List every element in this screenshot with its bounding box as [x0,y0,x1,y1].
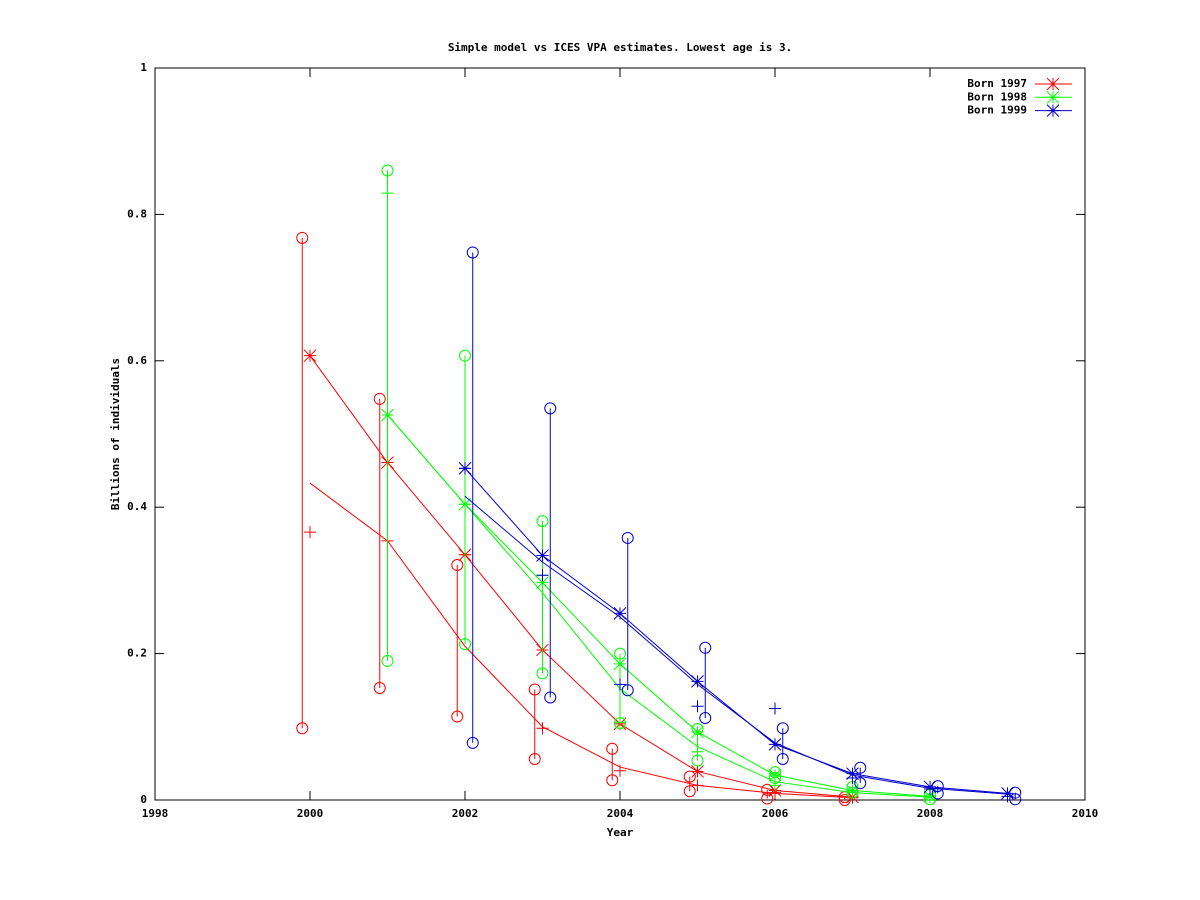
range-high [373,392,386,405]
range-high [381,164,394,177]
plus-marker [304,526,316,539]
y-axis-label: Billions of individuals [109,358,122,510]
alt-line [464,495,1008,795]
plus-marker [769,779,781,792]
x-tick-label: 2000 [297,807,324,820]
range-high [296,231,309,244]
y-tick-label: 0.8 [127,207,147,220]
range-high [528,683,541,696]
range-low [621,684,634,697]
range-low [606,774,619,787]
star-marker [768,738,782,751]
y-tick-label: 1 [140,61,147,74]
star-marker [613,606,627,620]
legend-marker [1046,104,1060,117]
legend-marker [1046,90,1060,104]
x-tick-label: 2010 [1072,807,1099,820]
star-marker [536,549,549,562]
model-line [387,414,931,797]
plus-marker [536,569,549,582]
range-high [451,559,464,572]
range-high [683,770,696,783]
range-high [606,742,619,755]
star-marker [768,768,782,782]
range-low [528,753,541,766]
star-marker [691,725,704,739]
plus-marker [846,786,859,799]
range-low [451,710,464,723]
x-tick-label: 2002 [452,807,479,820]
range-high [466,246,479,259]
plus-marker [459,498,471,511]
range-low [683,785,696,798]
star-marker [536,576,549,589]
plus-marker [381,187,394,200]
model-line [309,355,853,798]
plus-marker [691,779,704,792]
range-low [373,682,386,695]
range-low [544,691,557,704]
range-low [381,654,394,667]
plus-marker [691,700,704,713]
range-low [296,722,309,735]
range-low [776,753,789,766]
alt-line [309,482,853,799]
range-high [854,761,867,774]
range-high [931,780,944,793]
y-tick-label: 0.6 [127,354,147,367]
plus-marker [1001,790,1014,803]
range-high [776,722,789,735]
model-line [464,468,1008,794]
plus-marker [614,716,626,729]
y-tick-label: 0.4 [127,500,147,513]
chart-title: Simple model vs ICES VPA estimates. Lowe… [448,41,792,54]
range-low [854,777,867,790]
plus-marker [459,462,471,475]
legend-label: Born 1997 [967,77,1027,90]
legend-label: Born 1999 [967,104,1027,117]
x-tick-label: 2004 [607,807,634,820]
plus-marker [691,745,704,758]
x-tick-label: 1998 [142,807,169,820]
range-low [699,712,712,725]
star-marker [691,675,704,688]
x-axis-label: Year [607,826,634,839]
star-marker [691,765,704,778]
legend-marker [1046,77,1060,91]
plus-marker [614,764,626,777]
alt-line [387,414,931,798]
y-tick-label: 0.2 [127,647,147,660]
range-low [1009,793,1022,806]
range-high [621,531,634,544]
range-high [536,515,549,528]
x-tick-label: 2006 [762,807,789,820]
range-high [459,349,471,362]
legend-label: Born 1998 [967,90,1027,103]
range-high [544,402,557,415]
plus-marker [846,772,859,785]
star-marker [381,408,394,422]
plus-marker [924,783,936,796]
star-marker [613,657,627,671]
range-low [466,736,479,749]
range-low [459,638,471,651]
star-marker [303,349,317,363]
range-low [536,667,549,680]
x-tick-label: 2008 [917,807,944,820]
range-high [699,641,712,654]
plus-marker [769,702,781,715]
range-high [1009,786,1022,799]
plus-marker [614,678,626,691]
plus-marker [536,722,549,735]
y-tick-label: 0 [140,793,147,806]
